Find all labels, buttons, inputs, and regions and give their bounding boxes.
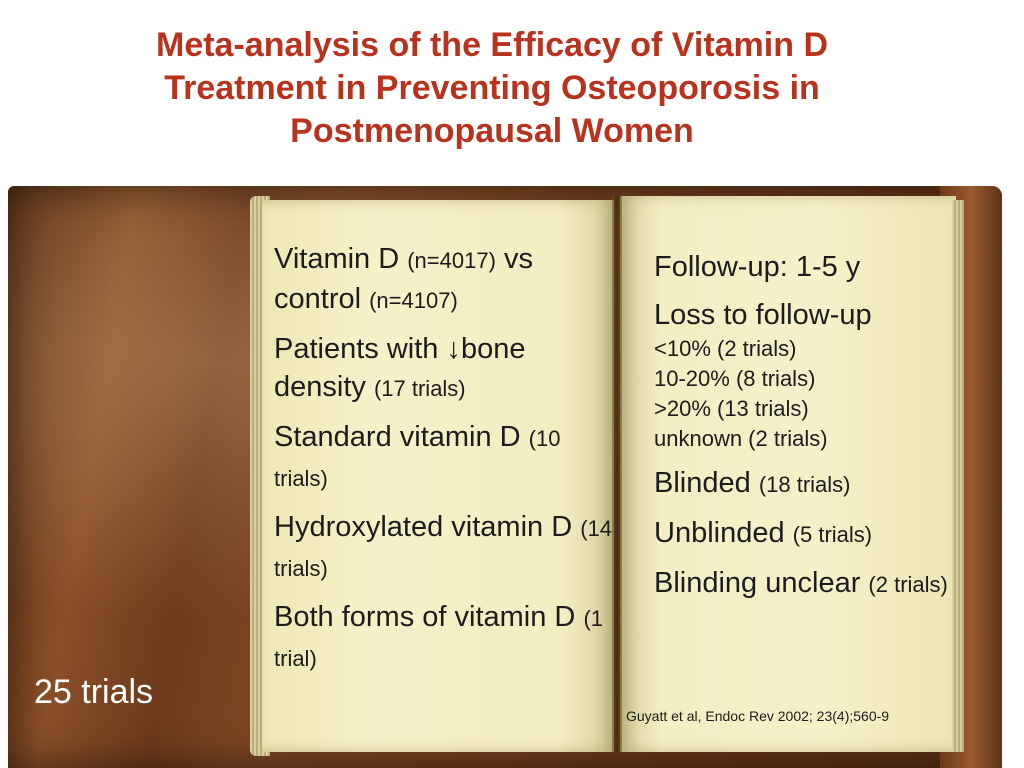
loss-item: >20% (13 trials) xyxy=(654,396,809,421)
loss-item: 10-20% (8 trials) xyxy=(654,366,816,391)
item-text: Hydroxylated vitamin D xyxy=(274,511,581,543)
left-page xyxy=(262,200,614,752)
item-text: Standard vitamin D xyxy=(274,421,529,453)
item-text: Unblinded xyxy=(654,517,793,549)
item-text: Patients with xyxy=(274,333,447,365)
item-count: (2 trials) xyxy=(868,572,948,597)
loss-item: unknown (2 trials) xyxy=(654,426,828,451)
item-count: (1 trial) xyxy=(274,606,603,671)
item-count: (18 trials) xyxy=(758,472,851,497)
followup-item: Follow-up: 1-5 y xyxy=(654,251,861,283)
down-arrow-icon: ↓ xyxy=(446,333,461,365)
loss-heading: Loss to follow-up xyxy=(654,299,872,331)
trials-count-note: 25 trials xyxy=(34,673,154,711)
title-line-2: Treatment in Preventing Osteoporosis in xyxy=(164,69,820,107)
item-count: (14 trials) xyxy=(274,516,613,581)
blinded-item: Blinded (18 trials) xyxy=(654,464,950,504)
left-page-content: Vitamin D (n=4017) vs control (n=4107) P… xyxy=(274,240,614,688)
item-text: Blinding unclear xyxy=(654,567,869,599)
slide-title: Meta-analysis of the Efficacy of Vitamin… xyxy=(40,24,944,153)
loss-item: <10% (2 trials) xyxy=(654,336,797,361)
citation: Guyatt et al, Endoc Rev 2002; 23(4);560-… xyxy=(626,708,890,724)
title-line-1: Meta-analysis of the Efficacy of Vitamin… xyxy=(156,26,828,64)
unblinded-item: Unblinded (5 trials) xyxy=(654,514,950,554)
right-page-content: Follow-up: 1-5 y Loss to follow-up <10% … xyxy=(654,248,950,614)
bone-density-item: Patients with ↓bone density (17 trials) xyxy=(274,330,614,408)
hydroxylated-vitamin-d-item: Hydroxylated vitamin D (14 trials) xyxy=(274,508,614,588)
item-count: (n=4017) xyxy=(407,248,496,273)
item-count: (5 trials) xyxy=(792,522,873,547)
page-edges-right xyxy=(952,200,964,752)
item-text: Vitamin D xyxy=(274,243,408,275)
loss-list: <10% (2 trials) 10-20% (8 trials) >20% (… xyxy=(654,334,950,454)
right-page xyxy=(620,196,956,752)
blinding-unclear-item: Blinding unclear (2 trials) xyxy=(654,564,950,604)
item-text: bone density xyxy=(274,333,526,403)
item-count: (17 trials) xyxy=(373,376,466,401)
item-text: Blinded xyxy=(654,467,759,499)
both-forms-item: Both forms of vitamin D (1 trial) xyxy=(274,598,614,678)
item-text: vs control xyxy=(274,243,533,315)
standard-vitamin-d-item: Standard vitamin D (10 trials) xyxy=(274,418,614,498)
item-text: Both forms of vitamin D xyxy=(274,601,584,633)
item-count: (10 trials) xyxy=(274,426,561,491)
item-count: (n=4107) xyxy=(369,288,458,313)
title-line-3: Postmenopausal Women xyxy=(290,112,694,150)
sample-size-item: Vitamin D (n=4017) vs control (n=4107) xyxy=(274,240,614,320)
book-spine xyxy=(612,196,622,752)
